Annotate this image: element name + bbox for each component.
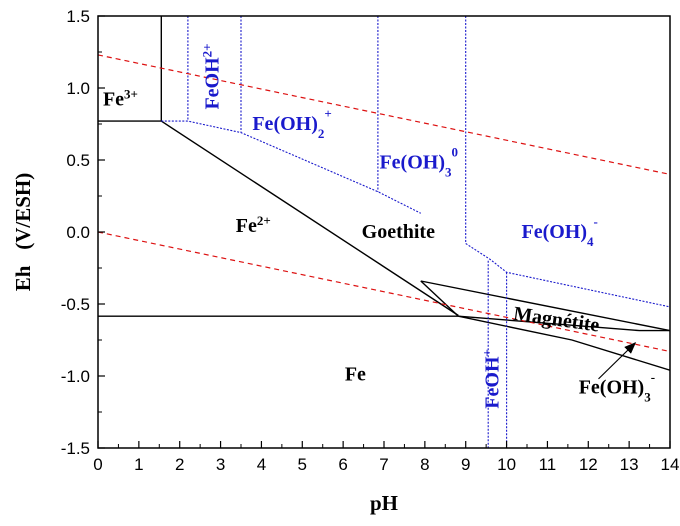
y-tick-label: 0.0 [66, 223, 90, 242]
y-tick-label: -0.5 [61, 295, 90, 314]
x-axis-title: pH [370, 491, 398, 515]
solid-line-3 [420, 280, 670, 332]
species-label: Fe2+ [236, 213, 271, 238]
solid-line-5 [458, 315, 670, 371]
y-tick-label: 1.5 [66, 7, 90, 26]
x-tick-label: 13 [620, 455, 639, 474]
x-tick-label: 4 [257, 455, 266, 474]
x-tick-label: 14 [661, 455, 680, 474]
species-label: FeOH2+ [199, 43, 224, 109]
species-label: Fe(OH)3- [579, 370, 655, 404]
x-tick-label: 0 [93, 455, 102, 474]
axis-ticks: 0 1 2 3 4 5 6 7 8 9 10 11 12 13 14-1.5-1.0-0.50.00.51.… [61, 7, 680, 474]
y-tick-label: -1.0 [61, 367, 90, 386]
x-tick-label: 10 [497, 455, 516, 474]
y-tick-label: 1.0 [66, 79, 90, 98]
species-label: Goethite [362, 221, 435, 243]
aqueous-line-7 [465, 243, 670, 308]
region-labels: Fe3+ FeOH2+ Fe(OH)2+ Fe(OH)30 Fe2+ Goethite Fe… [103, 43, 655, 408]
solid-line-1 [98, 120, 459, 317]
solid-line-2 [98, 315, 670, 332]
x-tick-label: 3 [216, 455, 225, 474]
species-label: Fe(OH)2+ [252, 106, 331, 140]
x-tick-label: 12 [579, 455, 598, 474]
y-tick-label: 0.5 [66, 151, 90, 170]
boundary-lines [98, 16, 670, 448]
x-tick-label: 1 [134, 455, 143, 474]
x-tick-label: 2 [175, 455, 184, 474]
x-tick-label: 11 [539, 455, 557, 474]
x-tick-label: 9 [461, 455, 470, 474]
species-label: Fe(OH)30 [379, 145, 458, 179]
species-label: Magnétite [512, 303, 601, 337]
x-tick-label: 5 [298, 455, 307, 474]
water-line-14 [98, 54, 670, 175]
solid-line-4 [420, 280, 459, 317]
x-tick-label: 6 [338, 455, 347, 474]
species-label: FeOH+ [479, 349, 504, 409]
y-tick-label: -1.5 [61, 439, 90, 458]
y-axis-title: Eh (V/ESH) [11, 173, 35, 291]
species-label: Fe3+ [103, 86, 138, 111]
x-tick-label: 8 [420, 455, 429, 474]
species-label: Fe(OH)4- [521, 214, 597, 248]
water-line-15 [98, 231, 670, 353]
x-tick-label: 7 [379, 455, 388, 474]
pointer-arrow [598, 342, 637, 380]
species-label: Fe [345, 363, 366, 385]
